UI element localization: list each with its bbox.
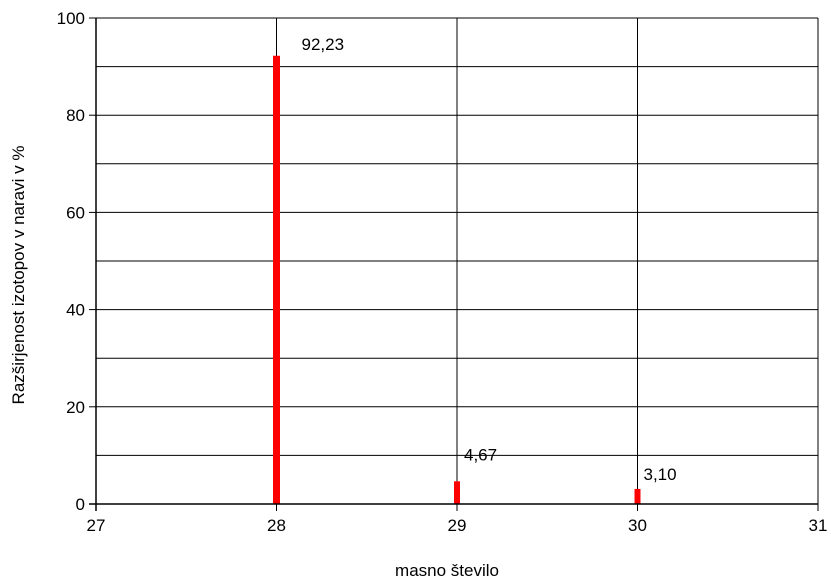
axes bbox=[89, 17, 819, 511]
data-label: 3,10 bbox=[644, 465, 677, 484]
x-tick-label: 30 bbox=[628, 516, 647, 535]
data-label: 4,67 bbox=[464, 445, 497, 464]
y-tick-label: 80 bbox=[66, 106, 85, 125]
y-tick-label: 100 bbox=[57, 9, 85, 28]
x-tick-label: 28 bbox=[267, 516, 286, 535]
y-tick-label: 0 bbox=[76, 495, 85, 514]
x-axis-title: masno število bbox=[395, 561, 499, 580]
y-tick-label: 40 bbox=[66, 301, 85, 320]
data-label: 92,23 bbox=[302, 35, 345, 54]
y-axis-title: Razširjenost izotopov v naravi v % bbox=[9, 146, 28, 405]
x-tick-label: 29 bbox=[448, 516, 467, 535]
bar bbox=[634, 488, 641, 504]
y-tick-label: 60 bbox=[66, 203, 85, 222]
x-tick-label: 27 bbox=[87, 516, 106, 535]
gridlines bbox=[96, 17, 819, 504]
labels: 0 20 40 60 80 100 27 28 29 30 31 92,23 4,67 3,10 bbox=[57, 9, 828, 535]
x-tick-label: 31 bbox=[809, 516, 828, 535]
bars bbox=[273, 55, 641, 504]
y-tick-label: 20 bbox=[66, 398, 85, 417]
bar bbox=[454, 481, 460, 504]
bar bbox=[273, 55, 280, 504]
